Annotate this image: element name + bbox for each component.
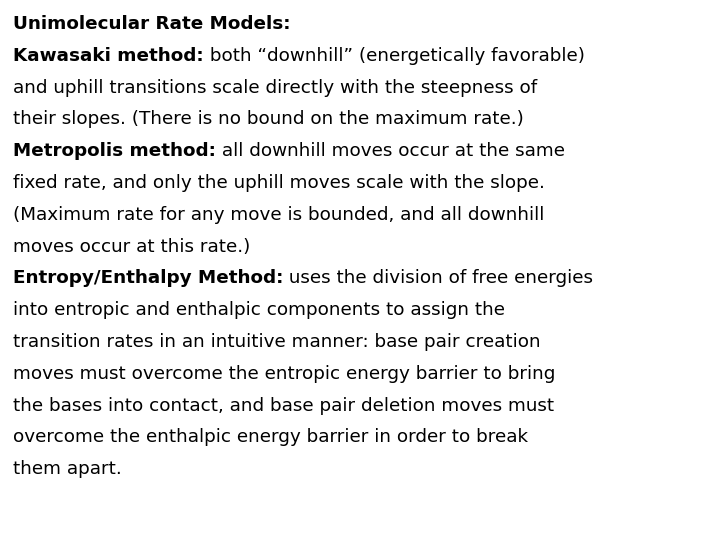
Text: Unimolecular Rate Models:: Unimolecular Rate Models: [13, 15, 290, 33]
Text: Metropolis method:: Metropolis method: [13, 142, 216, 160]
Text: their slopes. (There is no bound on the maximum rate.): their slopes. (There is no bound on the … [13, 110, 524, 129]
Text: fixed rate, and only the uphill moves scale with the slope.: fixed rate, and only the uphill moves sc… [13, 174, 545, 192]
Text: into entropic and enthalpic components to assign the: into entropic and enthalpic components t… [13, 301, 505, 319]
Text: uses the division of free energies: uses the division of free energies [284, 269, 593, 287]
Text: (Maximum rate for any move is bounded, and all downhill: (Maximum rate for any move is bounded, a… [13, 206, 544, 224]
Text: Kawasaki method:: Kawasaki method: [13, 47, 204, 65]
Text: the bases into contact, and base pair deletion moves must: the bases into contact, and base pair de… [13, 396, 554, 415]
Text: moves occur at this rate.): moves occur at this rate.) [13, 238, 251, 255]
Text: transition rates in an intuitive manner: base pair creation: transition rates in an intuitive manner:… [13, 333, 541, 351]
Text: all downhill moves occur at the same: all downhill moves occur at the same [216, 142, 565, 160]
Text: both “downhill” (energetically favorable): both “downhill” (energetically favorable… [204, 47, 585, 65]
Text: and uphill transitions scale directly with the steepness of: and uphill transitions scale directly wi… [13, 79, 537, 97]
Text: moves must overcome the entropic energy barrier to bring: moves must overcome the entropic energy … [13, 365, 555, 383]
Text: Entropy/Enthalpy Method:: Entropy/Enthalpy Method: [13, 269, 284, 287]
Text: overcome the enthalpic energy barrier in order to break: overcome the enthalpic energy barrier in… [13, 428, 528, 447]
Text: them apart.: them apart. [13, 460, 122, 478]
